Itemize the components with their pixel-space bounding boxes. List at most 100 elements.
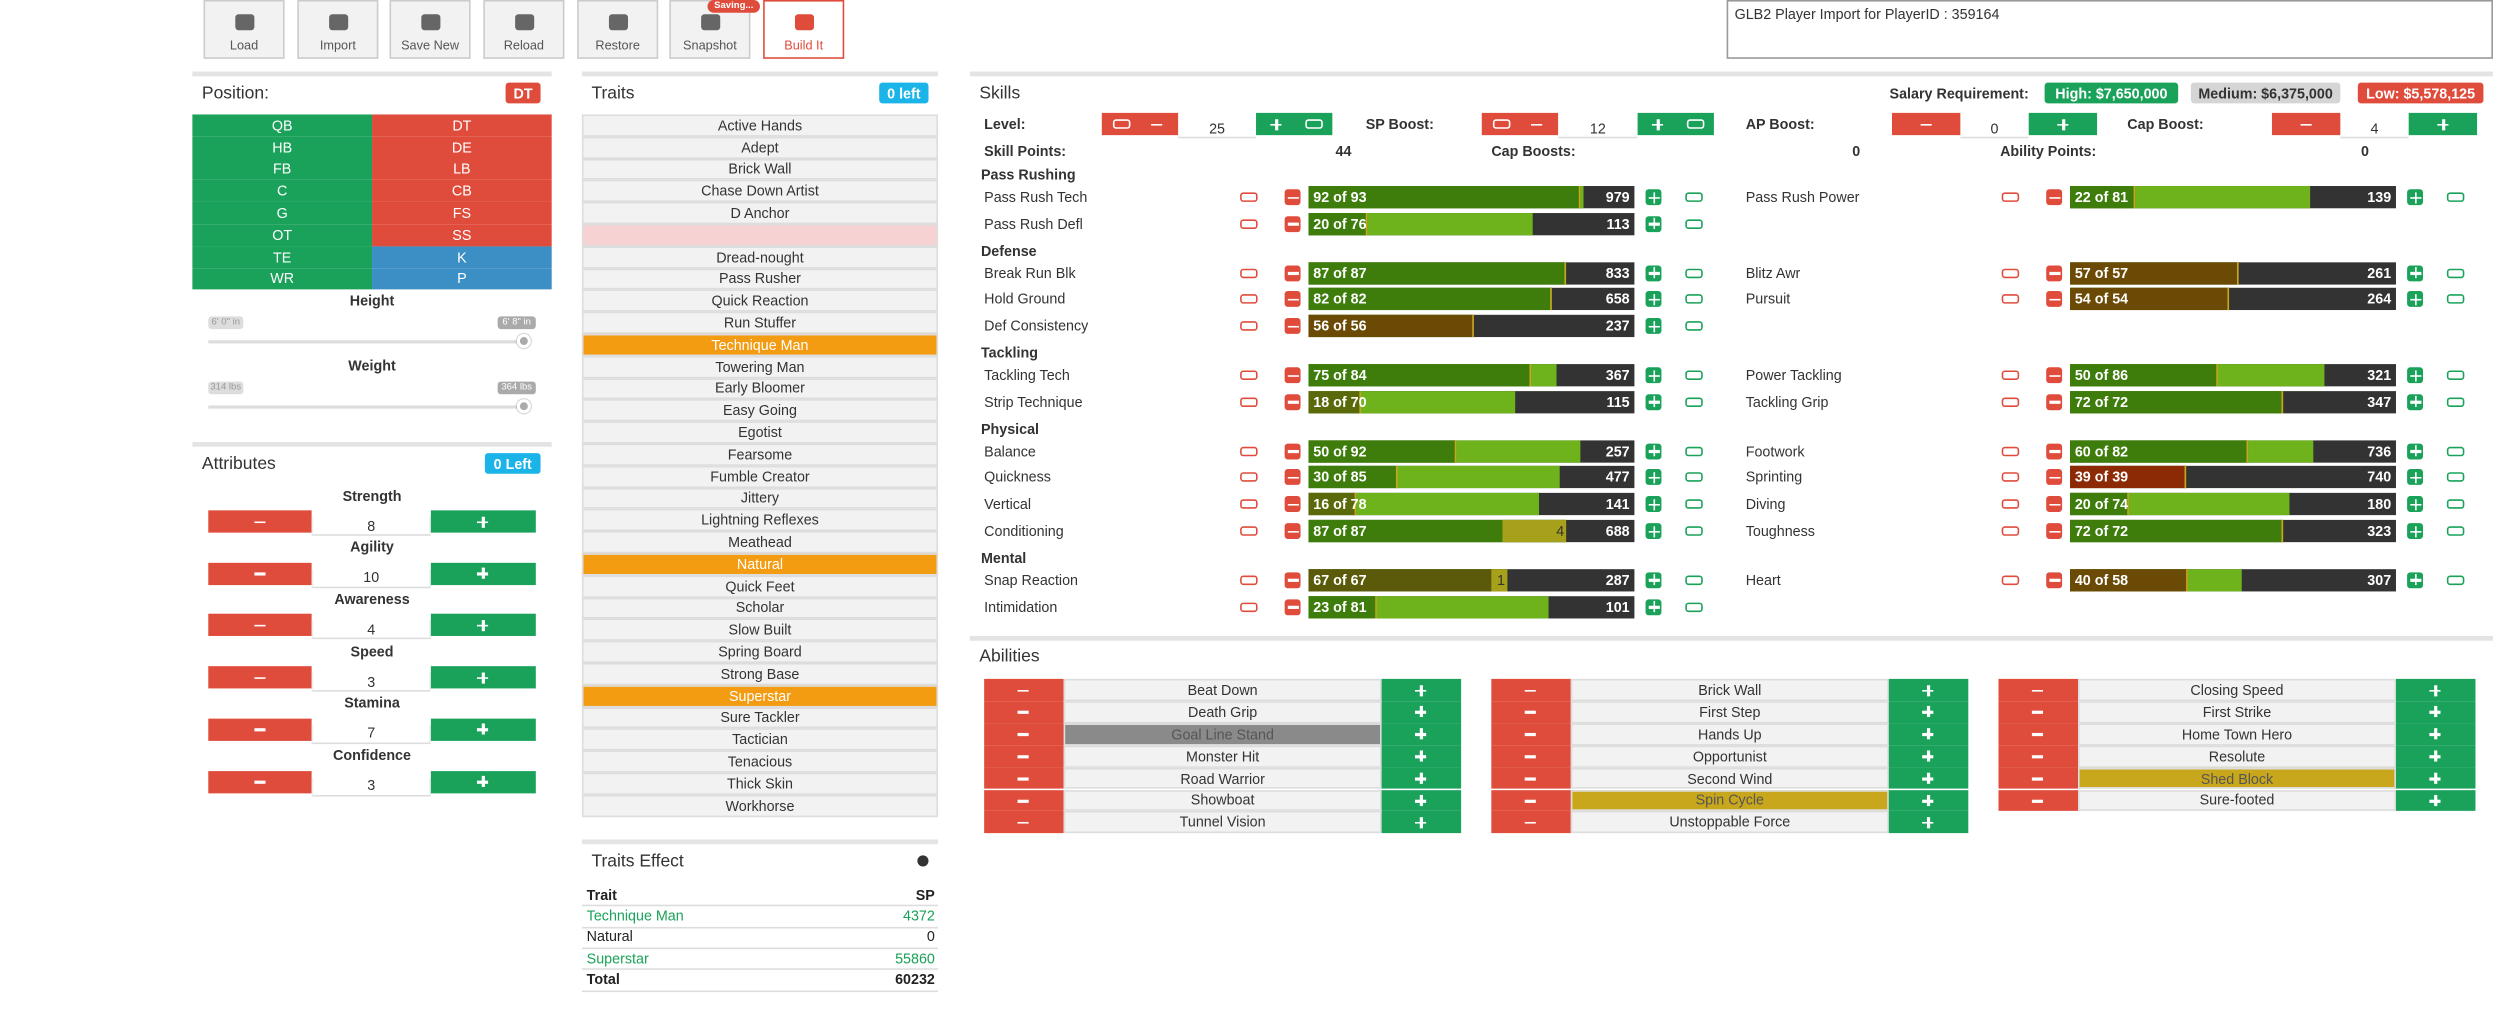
- plus-icon[interactable]: [475, 566, 489, 580]
- minus-button[interactable]: [1891, 112, 1961, 136]
- plus-button[interactable]: [1645, 523, 1662, 539]
- plus-icon[interactable]: [2428, 705, 2442, 719]
- plus-icon[interactable]: [1646, 573, 1660, 587]
- trait-item[interactable]: Quick Feet: [581, 575, 939, 598]
- minus-button[interactable]: [984, 700, 1064, 724]
- minus-button[interactable]: [2046, 393, 2063, 410]
- plus-icon[interactable]: [1413, 727, 1427, 741]
- trait-item[interactable]: D Anchor: [581, 202, 939, 225]
- plus-icon[interactable]: [1269, 117, 1283, 131]
- minus-icon[interactable]: [2047, 444, 2061, 458]
- plus-icon[interactable]: [1413, 815, 1427, 829]
- minus-icon[interactable]: [2030, 749, 2044, 763]
- plus-button[interactable]: [1888, 700, 1969, 724]
- ability-name[interactable]: First Step: [1570, 700, 1889, 724]
- minus-icon[interactable]: [1149, 117, 1163, 131]
- minus-icon[interactable]: [1523, 771, 1537, 785]
- trait-item[interactable]: Brick Wall: [581, 158, 939, 181]
- plus-button[interactable]: [2395, 723, 2476, 746]
- plus-icon[interactable]: [1921, 727, 1935, 741]
- minus-button[interactable]: [1998, 745, 2078, 768]
- minus-button[interactable]: [2046, 572, 2063, 588]
- plus-button[interactable]: [2407, 442, 2424, 459]
- position-cell[interactable]: OT: [192, 224, 373, 247]
- minus-icon[interactable]: [2047, 292, 2061, 306]
- position-cell[interactable]: LB: [372, 158, 552, 181]
- plus-icon[interactable]: [1413, 793, 1427, 807]
- minus-icon[interactable]: [1016, 705, 1030, 719]
- plus-icon[interactable]: [1646, 600, 1660, 614]
- plus-button[interactable]: [1645, 572, 1662, 588]
- minus-icon[interactable]: [1016, 771, 1030, 785]
- trait-item[interactable]: Fumble Creator: [581, 465, 939, 488]
- ability-name[interactable]: Tunnel Vision: [1063, 811, 1382, 834]
- minus-button[interactable]: [208, 614, 312, 637]
- minus-button[interactable]: [1998, 678, 2078, 701]
- plus-button[interactable]: [1645, 215, 1662, 232]
- minus-icon[interactable]: [1285, 497, 1299, 511]
- trait-item[interactable]: [581, 224, 939, 247]
- minus-button[interactable]: [208, 718, 312, 741]
- plus-icon[interactable]: [1413, 683, 1427, 697]
- ability-name[interactable]: Death Grip: [1063, 700, 1382, 724]
- minus-icon[interactable]: [253, 774, 267, 788]
- trait-item[interactable]: Spring Board: [581, 641, 939, 663]
- plus-icon[interactable]: [1413, 749, 1427, 763]
- trait-item[interactable]: Easy Going: [581, 399, 939, 422]
- position-cell[interactable]: DT: [372, 114, 552, 137]
- minus-icon[interactable]: [1285, 470, 1299, 484]
- plus-icon[interactable]: [2408, 190, 2422, 204]
- toolbar-button[interactable]: Reload: [483, 0, 565, 59]
- trait-item[interactable]: Scholar: [581, 597, 939, 620]
- position-cell[interactable]: FB: [192, 158, 373, 181]
- plus-button[interactable]: [1381, 700, 1462, 724]
- plus-icon[interactable]: [1646, 319, 1660, 333]
- minus-button[interactable]: [208, 562, 312, 585]
- position-cell[interactable]: HB: [192, 136, 373, 159]
- trait-item[interactable]: Adept: [581, 136, 939, 159]
- plus-button[interactable]: [1645, 318, 1662, 335]
- plus-button[interactable]: [1381, 678, 1462, 701]
- ability-name[interactable]: Shed Block: [2077, 767, 2396, 790]
- minus-button[interactable]: [984, 811, 1064, 834]
- minus-icon[interactable]: [2047, 266, 2061, 280]
- plus-button[interactable]: [2395, 700, 2476, 724]
- plus-icon[interactable]: [1646, 368, 1660, 382]
- minus-icon[interactable]: [2030, 771, 2044, 785]
- plus-button[interactable]: [430, 614, 536, 637]
- trait-item[interactable]: Thick Skin: [581, 772, 939, 795]
- minus-icon[interactable]: [2030, 705, 2044, 719]
- trait-item[interactable]: Slow Built: [581, 619, 939, 642]
- trait-item[interactable]: Egotist: [581, 421, 939, 444]
- trait-item[interactable]: Chase Down Artist: [581, 180, 939, 203]
- minus-button[interactable]: [1284, 318, 1301, 335]
- minus-button[interactable]: [1284, 291, 1301, 308]
- minus-button[interactable]: [1491, 723, 1571, 746]
- slider-knob[interactable]: [516, 333, 532, 349]
- minus-icon[interactable]: [1285, 524, 1299, 538]
- plus-icon[interactable]: [2408, 444, 2422, 458]
- plus-button[interactable]: [2407, 189, 2424, 206]
- plus-icon[interactable]: [2408, 524, 2422, 538]
- plus-button[interactable]: [2407, 367, 2424, 384]
- trait-item[interactable]: Run Stuffer: [581, 311, 939, 334]
- plus-icon[interactable]: [2408, 266, 2422, 280]
- minus-button[interactable]: [208, 770, 312, 793]
- ability-name[interactable]: Second Wind: [1570, 767, 1889, 790]
- plus-button[interactable]: [2395, 767, 2476, 790]
- plus-button[interactable]: [1645, 189, 1662, 206]
- minus-button[interactable]: [984, 745, 1064, 768]
- trait-item[interactable]: Active Hands: [581, 114, 939, 137]
- minus-icon[interactable]: [253, 670, 267, 684]
- plus-button[interactable]: [1888, 767, 1969, 790]
- plus-button[interactable]: [2395, 745, 2476, 768]
- trait-item[interactable]: Natural: [581, 553, 939, 576]
- minus-icon[interactable]: [1285, 368, 1299, 382]
- minus-icon[interactable]: [1016, 727, 1030, 741]
- plus-button[interactable]: [1381, 745, 1462, 768]
- slider-knob[interactable]: [516, 399, 532, 414]
- ability-name[interactable]: Goal Line Stand: [1063, 723, 1382, 746]
- plus-button[interactable]: [430, 718, 536, 741]
- minus-button[interactable]: [2046, 496, 2063, 513]
- ability-name[interactable]: Closing Speed: [2077, 678, 2396, 701]
